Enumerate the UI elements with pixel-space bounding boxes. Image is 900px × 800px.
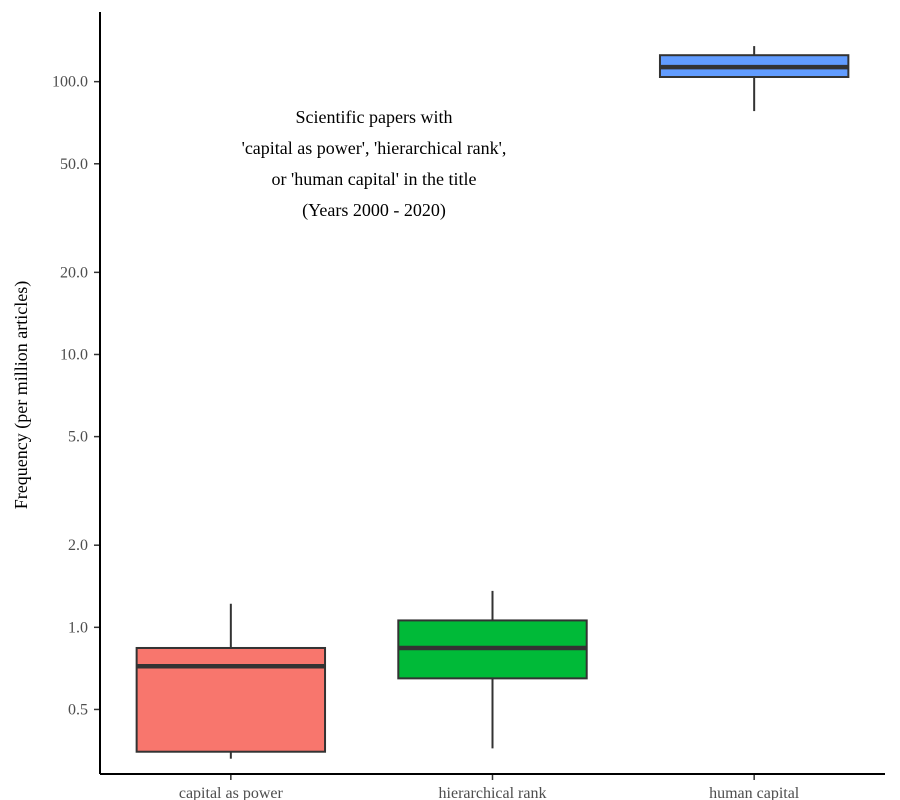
annotation-line-1: Scientific papers with: [296, 107, 453, 127]
y-tick-label: 20.0: [60, 264, 88, 281]
y-tick-label: 100.0: [52, 74, 88, 91]
chart-annotation: Scientific papers with 'capital as power…: [242, 107, 507, 221]
y-tick-label: 1.0: [68, 619, 88, 636]
annotation-line-2: 'capital as power', 'hierarchical rank',: [242, 138, 507, 158]
box-human-capital: [658, 46, 850, 112]
y-tick-label: 10.0: [60, 346, 88, 363]
y-tick-label: 2.0: [68, 537, 88, 554]
box-iqr: [135, 646, 327, 753]
x-tick-label: human capital: [709, 785, 800, 800]
box-capital-as-power: [135, 603, 327, 759]
x-axis: capital as power hierarchical rank human c…: [179, 774, 800, 800]
y-axis: 0.5 1.0 2.0 5.0 10.0 20.0 50.0 100.0: [52, 74, 100, 718]
boxes-layer: [135, 46, 850, 759]
box-hierarchical-rank: [397, 590, 588, 749]
y-axis-title: Frequency (per million articles): [11, 281, 32, 509]
y-tick-label: 50.0: [60, 156, 88, 173]
y-tick-label: 5.0: [68, 429, 88, 446]
x-tick-label: hierarchical rank: [439, 785, 547, 800]
annotation-line-4: (Years 2000 - 2020): [302, 200, 446, 221]
y-tick-label: 0.5: [68, 701, 88, 718]
x-tick-label: capital as power: [179, 785, 284, 800]
annotation-line-3: or 'human capital' in the title: [272, 169, 477, 189]
